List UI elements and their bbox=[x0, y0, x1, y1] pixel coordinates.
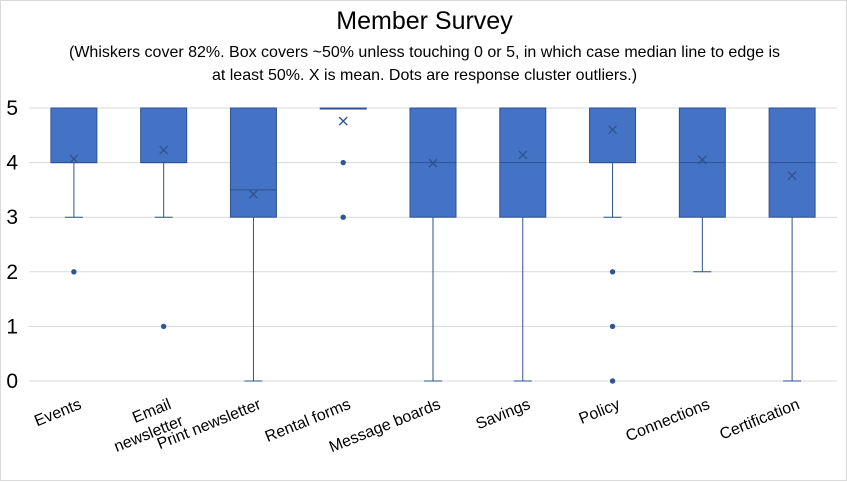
x-tick-label-line: Savings bbox=[474, 396, 533, 433]
box-email-newsletter bbox=[140, 107, 188, 164]
y-tick-label-2: 2 bbox=[6, 261, 18, 284]
chart-subtitle: (Whiskers cover 82%. Box covers ~50% unl… bbox=[41, 41, 808, 87]
box-print-newsletter bbox=[229, 107, 277, 218]
mean-marker-events bbox=[69, 154, 79, 164]
box-policy bbox=[589, 107, 637, 164]
outlier-point-email-newsletter-0 bbox=[160, 323, 167, 330]
y-tick-label-3: 3 bbox=[6, 206, 18, 229]
x-tick-label-line: Events bbox=[32, 396, 84, 430]
y-tick-label-0: 0 bbox=[6, 370, 18, 393]
mean-marker-certification bbox=[787, 171, 797, 181]
chart-subtitle-line-1: (Whiskers cover 82%. Box covers ~50% unl… bbox=[68, 44, 781, 61]
x-tick-label-line: Certification bbox=[717, 396, 802, 443]
x-tick-label-line: Policy bbox=[577, 396, 623, 428]
outlier-point-policy-0 bbox=[609, 269, 616, 275]
outlier-point-rental-forms-0 bbox=[340, 159, 346, 166]
mean-marker-message-boards bbox=[428, 158, 438, 168]
chart-subtitle-line-2: at least 50%. X is mean. Dots are respon… bbox=[211, 67, 638, 84]
y-tick-label-5: 5 bbox=[6, 97, 18, 120]
x-tick-label-policy: Policy bbox=[577, 396, 623, 428]
x-tick-label-events: Events bbox=[32, 396, 84, 430]
mean-marker-email-newsletter bbox=[159, 145, 169, 155]
mean-marker-print-newsletter bbox=[248, 189, 258, 199]
x-tick-label-line: Connections bbox=[623, 396, 712, 445]
outlier-point-policy-1 bbox=[609, 323, 616, 330]
mean-marker-savings bbox=[518, 150, 528, 160]
mean-marker-connections bbox=[697, 155, 707, 165]
x-tick-label-connections: Connections bbox=[623, 396, 712, 445]
y-tick-label-1: 1 bbox=[6, 315, 18, 338]
box-events bbox=[50, 107, 98, 164]
x-tick-label-savings: Savings bbox=[474, 396, 533, 433]
mean-marker-policy bbox=[608, 125, 618, 135]
y-tick-label-4: 4 bbox=[6, 152, 18, 175]
outlier-point-policy-2 bbox=[609, 378, 616, 384]
x-tick-label-certification: Certification bbox=[717, 396, 802, 443]
outlier-point-rental-forms-1 bbox=[340, 214, 346, 220]
mean-marker-rental-forms bbox=[338, 116, 348, 126]
chart-title: Member Survey bbox=[336, 7, 513, 35]
outlier-point-events-0 bbox=[71, 269, 77, 275]
